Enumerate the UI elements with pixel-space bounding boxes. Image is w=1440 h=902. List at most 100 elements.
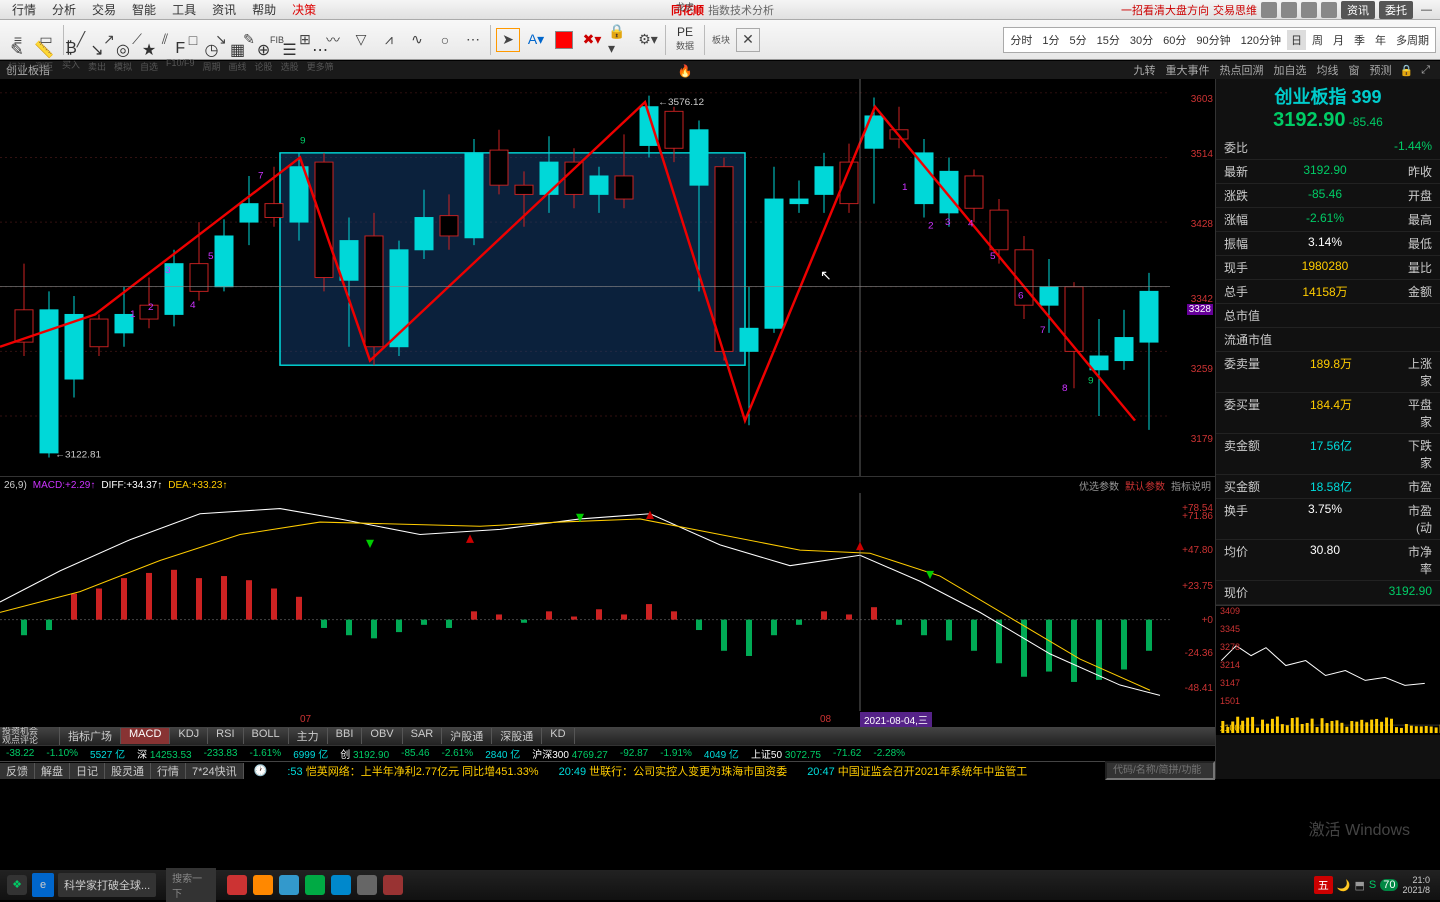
ind-沪股通[interactable]: 沪股通 — [442, 728, 492, 744]
tf-30分[interactable]: 30分 — [1126, 30, 1157, 50]
ind-指标广场[interactable]: 指标广场 — [60, 728, 121, 744]
tf-1分[interactable]: 1分 — [1038, 30, 1063, 50]
news-tab-反馈[interactable]: 反馈 — [0, 763, 35, 779]
opinion-tab[interactable]: 观点评论 — [0, 736, 60, 745]
tool-周期[interactable]: ◷周期 — [199, 40, 225, 73]
tf-周[interactable]: 周 — [1308, 30, 1327, 50]
board-selector[interactable]: 板块 — [708, 33, 734, 46]
curve-tool-icon[interactable]: ∿ — [405, 28, 429, 52]
color-picker[interactable] — [552, 28, 576, 52]
tf-多周期[interactable]: 多周期 — [1392, 30, 1433, 50]
tf-5分[interactable]: 5分 — [1066, 30, 1091, 50]
order-button[interactable]: 委托 — [1379, 1, 1413, 19]
ind-主力[interactable]: 主力 — [289, 728, 328, 744]
tf-90分钟[interactable]: 90分钟 — [1192, 30, 1234, 50]
news-tab-解盘[interactable]: 解盘 — [35, 763, 70, 779]
chtab-热点回溯[interactable]: 热点回溯 — [1215, 62, 1267, 78]
app-icon-3[interactable] — [279, 875, 299, 895]
zigzag-tool-icon[interactable]: ⩘ — [377, 28, 401, 52]
user-icon[interactable] — [1261, 2, 1277, 18]
ind-KDJ[interactable]: KDJ — [170, 728, 208, 744]
tf-15分[interactable]: 15分 — [1093, 30, 1124, 50]
tool-测距[interactable]: 📏测距 — [30, 40, 58, 73]
ind-BBI[interactable]: BBI — [328, 728, 363, 744]
more-tool-icon[interactable]: ⋯ — [461, 28, 485, 52]
news-tab-行情[interactable]: 行情 — [151, 763, 186, 779]
tray-icon-2[interactable]: S — [1369, 879, 1376, 891]
text-tool-icon[interactable]: A▾ — [524, 28, 548, 52]
tool2-数据[interactable]: PE数据 — [669, 25, 701, 52]
tray-badge[interactable]: 70 — [1380, 879, 1398, 891]
macd-chart[interactable]: 26,9) MACD: +2.29↑ DIFF: +34.37↑ DEA: +3… — [0, 476, 1215, 711]
msg-icon[interactable] — [1301, 2, 1317, 18]
chtab-九转[interactable]: 九转 — [1129, 62, 1159, 78]
cursor-tool-icon[interactable]: ➤ — [496, 28, 520, 52]
chtab-窗[interactable]: 窗 — [1344, 62, 1363, 78]
start-icon[interactable]: ❖ — [7, 875, 27, 895]
promo-link-2[interactable]: 交易思维 — [1213, 2, 1257, 18]
tray-icon-1[interactable]: ⬒ — [1354, 879, 1364, 892]
skin-icon[interactable] — [1321, 2, 1337, 18]
ind-KD[interactable]: KD — [542, 728, 574, 744]
news-tab-股灵通[interactable]: 股灵通 — [105, 763, 151, 779]
tf-分时[interactable]: 分时 — [1006, 30, 1036, 50]
tf-年[interactable]: 年 — [1371, 30, 1390, 50]
tool-买入[interactable]: ₿买入 — [58, 40, 84, 73]
app-icon-1[interactable] — [227, 875, 247, 895]
tool-更多筛[interactable]: ⋯更多筛 — [303, 40, 338, 73]
tf-季[interactable]: 季 — [1350, 30, 1369, 50]
taskbar-search[interactable]: 搜索一下 — [160, 873, 222, 897]
tool-自选[interactable]: ★自选 — [136, 40, 162, 73]
ind-BOLL[interactable]: BOLL — [244, 728, 289, 744]
tf-日[interactable]: 日 — [1287, 30, 1306, 50]
promo-link-1[interactable]: 一招看清大盘方向 — [1121, 2, 1209, 18]
close-panel-icon[interactable]: ✕ — [736, 28, 760, 52]
menu-分析[interactable]: 分析 — [44, 3, 84, 17]
menu-交易[interactable]: 交易 — [84, 3, 124, 17]
tool-模拟[interactable]: ◎模拟 — [110, 40, 136, 73]
news-tab-7*24快讯[interactable]: 7*24快讯 — [186, 763, 244, 779]
menu-帮助[interactable]: 帮助 — [244, 3, 284, 17]
browser-task[interactable]: 科学家打破全球... — [58, 873, 156, 897]
tf-60分[interactable]: 60分 — [1159, 30, 1190, 50]
circle-tool-icon[interactable]: ○ — [433, 28, 457, 52]
tool-论股[interactable]: ⊕论股 — [251, 40, 277, 73]
tool-F10/F9[interactable]: FF10/F9 — [162, 40, 199, 73]
menu-行情[interactable]: 行情 — [4, 3, 44, 17]
ie-task-icon[interactable]: e — [32, 873, 54, 897]
menu-决策[interactable]: 决策 — [284, 3, 324, 17]
tool2-龙虎[interactable]: 🐯龙虎 — [669, 0, 701, 13]
menu-智能[interactable]: 智能 — [124, 3, 164, 17]
app-icon-5[interactable] — [331, 875, 351, 895]
news-tab-日记[interactable]: 日记 — [70, 763, 105, 779]
symbol-search-input[interactable] — [1105, 761, 1215, 780]
app-icon-4[interactable] — [305, 875, 325, 895]
ind-深股通[interactable]: 深股通 — [492, 728, 542, 744]
menu-工具[interactable]: 工具 — [164, 3, 204, 17]
app-icon-6[interactable] — [357, 875, 377, 895]
tool-画线[interactable]: ▦画线 — [225, 40, 251, 73]
menu-资讯[interactable]: 资讯 — [204, 3, 244, 17]
chtab-均线[interactable]: 均线 — [1312, 62, 1342, 78]
tool-选股[interactable]: ☰选股 — [277, 40, 303, 73]
candlestick-chart[interactable]: ←3576.12←3122.813452179123456789 3603351… — [0, 79, 1215, 476]
ime-icon[interactable]: 五 — [1314, 876, 1333, 894]
app-icon-2[interactable] — [253, 875, 273, 895]
ind-OBV[interactable]: OBV — [362, 728, 402, 744]
mini-chart[interactable]: 340933453278321431471501 x1000 — [1216, 605, 1440, 735]
chtab-加自选[interactable]: 加自选 — [1269, 62, 1310, 78]
tf-月[interactable]: 月 — [1329, 30, 1348, 50]
delete-tool-icon[interactable]: ✖▾ — [580, 28, 604, 52]
ind-RSI[interactable]: RSI — [208, 728, 243, 744]
news-button[interactable]: 资讯 — [1341, 1, 1375, 19]
window-min-icon[interactable]: — — [1417, 4, 1436, 16]
settings-tool-icon[interactable]: ⚙▾ — [636, 28, 660, 52]
tool-卖出[interactable]: ↘卖出 — [84, 40, 110, 73]
ind-SAR[interactable]: SAR — [403, 728, 443, 744]
chtab-重大事件[interactable]: 重大事件 — [1161, 62, 1213, 78]
tf-120分钟[interactable]: 120分钟 — [1237, 30, 1285, 50]
macd-tab-0[interactable]: 优选参数 — [1079, 478, 1119, 493]
lock-icon[interactable]: 🔒 — [1395, 64, 1417, 77]
macd-tab-2[interactable]: 指标说明 — [1171, 478, 1211, 493]
ind-MACD[interactable]: MACD — [121, 728, 170, 744]
